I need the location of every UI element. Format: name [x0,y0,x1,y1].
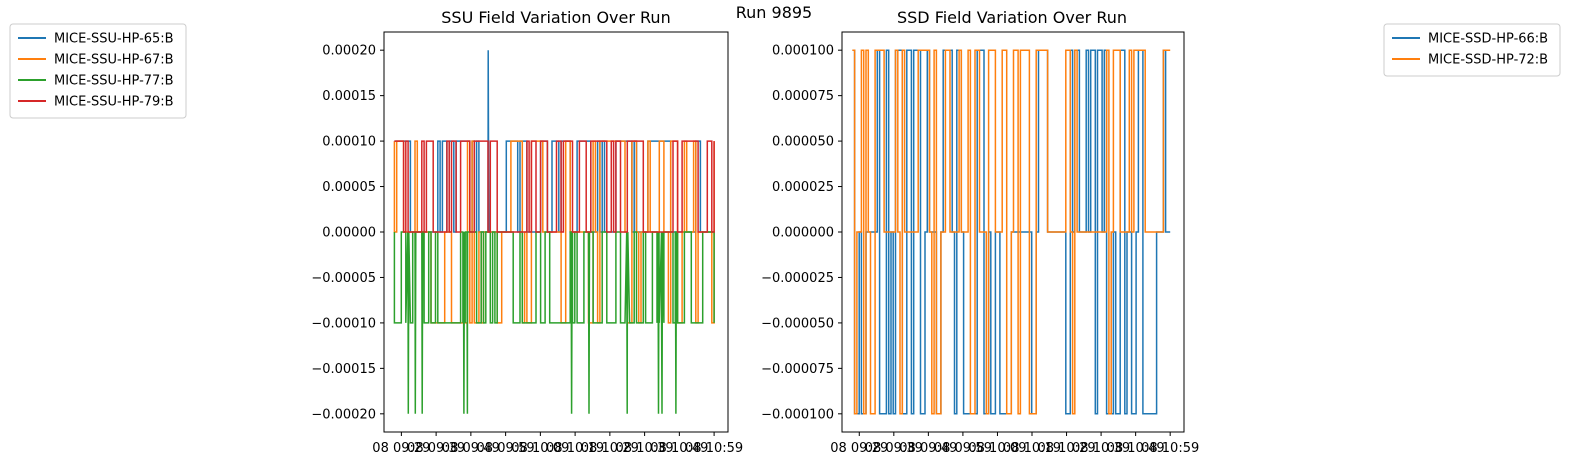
ssd-ytick-label: 0.000100 [772,44,834,59]
ssd-ytick-label: 0.000000 [772,226,834,241]
ssu-legend-label: MICE-SSU-HP-65:B [54,32,174,47]
ssu-ytick-label: −0.00020 [311,407,376,422]
ssu-legend-label: MICE-SSU-HP-79:B [54,95,174,110]
ssu-ytick-label: −0.00010 [311,316,376,331]
ssu-series-4 [394,140,715,233]
ssu-ytick-label: −0.00015 [311,362,376,377]
ssd-xtick-label: 08 10:59 [1141,441,1199,456]
ssu-chart-title: SSU Field Variation Over Run [441,8,670,27]
ssd-series-2 [852,49,1171,415]
ssu-chart: SSU Field Variation Over Run 0.00020 0.00… [311,8,743,456]
ssd-ytick-label: −0.000075 [761,362,834,377]
ssd-legend-box [1383,23,1561,77]
ssd-ytick-label: −0.000100 [761,407,834,422]
ssd-ytick-label: −0.000050 [761,316,834,331]
ssu-xtick-label: 08 09:29 [372,441,430,456]
ssd-xtick-label: 08 09:29 [830,441,888,456]
ssu-legend[interactable]: MICE-SSU-HP-65:B MICE-SSU-HP-67:B MICE-SSU… [9,23,187,119]
ssu-legend-label: MICE-SSU-HP-77:B [54,74,174,89]
ssu-legend-label: MICE-SSU-HP-67:B [54,53,174,68]
ssd-ytick-label: 0.000025 [772,180,834,195]
ssd-ytick-label: 0.000050 [772,135,834,150]
ssu-xtick-label: 08 10:19 [546,441,604,456]
ssu-xtick-label: 08 10:09 [511,441,569,456]
ssu-xtick-label: 08 10:39 [616,441,674,456]
ssd-xtick-label: 08 09:59 [934,441,992,456]
ssu-xtick-label: 08 10:59 [685,441,743,456]
ssu-ytick-label: 0.00015 [322,89,376,104]
ssu-ytick-label: −0.00005 [311,271,376,286]
ssd-xtick-label: 08 10:19 [1003,441,1061,456]
ssu-series-3 [393,231,715,414]
ssd-chart-title: SSD Field Variation Over Run [897,8,1127,27]
ssd-xtick-label: 08 09:39 [865,441,923,456]
ssd-xtick-label: 08 10:29 [1037,441,1095,456]
ssu-ytick-label: 0.00020 [322,44,376,59]
ssu-legend-box [9,23,187,119]
ssd-xtick-label: 08 10:49 [1107,441,1165,456]
ssu-xtick-label: 08 09:39 [407,441,465,456]
ssd-ytick-label: −0.000025 [761,271,834,286]
ssu-ytick-label: 0.00005 [322,180,376,195]
ssd-ytick-label: 0.000075 [772,89,834,104]
ssu-series-1 [394,50,715,233]
ssu-ytick-label: 0.00010 [322,135,376,150]
ssu-series [393,50,715,414]
ssd-legend-label: MICE-SSD-HP-72:B [1428,53,1548,68]
ssu-xtick-label: 08 09:49 [442,441,500,456]
ssu-xtick-label: 08 09:59 [477,441,535,456]
ssd-xtick-label: 08 09:49 [899,441,957,456]
ssd-legend-label: MICE-SSD-HP-66:B [1428,32,1548,47]
ssu-ytick-label: 0.00000 [322,226,376,241]
ssd-xtick-label: 08 10:09 [968,441,1026,456]
ssu-xtick-label: 08 10:29 [581,441,639,456]
ssd-series [852,49,1171,415]
ssu-xtick-label: 08 10:49 [650,441,708,456]
ssd-xtick-label: 08 10:39 [1072,441,1130,456]
ssd-chart: SSD Field Variation Over Run 0.000100 0.0… [761,8,1199,456]
ssd-legend[interactable]: MICE-SSD-HP-66:B MICE-SSD-HP-72:B [1383,23,1561,77]
figure-title: Run 9895 [736,3,812,22]
